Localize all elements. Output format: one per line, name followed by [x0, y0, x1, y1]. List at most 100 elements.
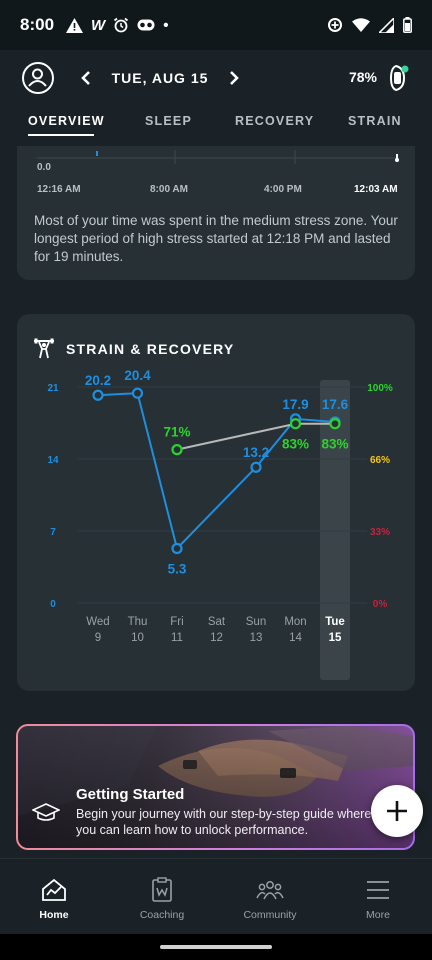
tab-sleep[interactable]: SLEEP	[145, 114, 192, 128]
data-saver-icon	[328, 18, 342, 32]
battery-icon	[403, 17, 412, 33]
strain-value-label: 17.6	[322, 397, 349, 412]
today-highlight-column	[320, 380, 350, 680]
day-number-label: 12	[210, 632, 223, 644]
weightlifter-icon	[34, 338, 54, 359]
app-header: TUE, AUG 15 78% OVERVIEW SLEEP RECOVERY …	[0, 50, 432, 146]
hamburger-menu-icon	[367, 881, 389, 899]
current-date: TUE, AUG 15	[111, 70, 209, 86]
strain-point	[171, 542, 183, 555]
strain-point	[250, 461, 262, 473]
profile-avatar-button[interactable]	[22, 62, 54, 94]
right-axis-tick: 33%	[370, 527, 390, 538]
day-number-label: 9	[95, 632, 101, 644]
voicemail-icon	[137, 19, 155, 31]
previous-day-button[interactable]	[80, 70, 92, 86]
strain-recovery-card[interactable]: STRAIN & RECOVERY 21 14 7 0 100% 66% 33% 0% Wed 9…	[17, 314, 415, 691]
stress-zero-label: 0.0	[37, 162, 51, 173]
nav-home-label: Home	[39, 909, 69, 921]
strap-connected-dot	[401, 65, 409, 73]
coaching-icon	[152, 877, 172, 902]
banner-subtitle: Begin your journey with our step-by-step…	[76, 807, 372, 837]
tab-strain[interactable]: STRAIN	[348, 114, 402, 128]
strap-battery-percent: 78%	[348, 69, 377, 85]
nav-home[interactable]: Home	[0, 859, 108, 935]
stress-time-label: 12:16 AM	[37, 184, 81, 195]
plus-icon	[387, 801, 407, 821]
warning-icon	[66, 17, 84, 33]
stress-time-label: 8:00 AM	[150, 184, 188, 195]
banner-title: Getting Started	[76, 786, 185, 803]
day-name-label: Mon	[284, 616, 306, 628]
right-axis-tick: 100%	[367, 383, 393, 394]
day-name-label: Thu	[128, 616, 148, 628]
recovery-point	[329, 418, 341, 430]
recovery-point	[171, 444, 183, 456]
strain-value-label: 5.3	[168, 561, 187, 576]
graduation-cap-icon	[32, 803, 60, 821]
day-number-label: 14	[289, 632, 302, 644]
recovery-point	[289, 418, 302, 430]
strain-value-label: 17.9	[282, 397, 308, 412]
home-gesture-bar[interactable]	[160, 945, 272, 949]
strain-recovery-chart: 21 14 7 0 100% 66% 33% 0% Wed 9 Thu 10 Fri 11 Sat 12 Sun…	[47, 368, 393, 680]
home-chart-icon	[42, 878, 66, 901]
card-title: STRAIN & RECOVERY	[66, 341, 235, 357]
day-name-label: Wed	[86, 616, 109, 628]
strain-line	[97, 392, 336, 551]
strap-device-icon[interactable]	[386, 62, 410, 94]
stress-time-label-now: 12:03 AM	[354, 184, 398, 195]
day-name-label: Sat	[208, 616, 226, 628]
strain-value-label: 13.2	[243, 445, 269, 460]
stress-time-label: 4:00 PM	[264, 184, 302, 195]
nav-coaching-label: Coaching	[139, 909, 185, 921]
stress-timeline-chart	[37, 150, 399, 164]
getting-started-banner[interactable]: Getting Started Begin your journey with …	[16, 724, 415, 850]
right-axis-tick: 66%	[370, 455, 390, 466]
nav-more[interactable]: More	[324, 859, 432, 935]
status-time: 8:00	[20, 15, 55, 34]
stress-summary-text: Most of your time was spent in the mediu…	[34, 213, 398, 264]
day-name-label: Tue	[325, 616, 345, 628]
team-hands-photo	[18, 726, 413, 848]
stress-monitor-card[interactable]: 0.0 12:16 AM 8:00 AM 4:00 PM 12:03 AM Mo…	[17, 146, 415, 280]
status-bar: 8:00 W •	[0, 0, 432, 50]
wifi-icon	[352, 18, 370, 32]
nav-community[interactable]: Community	[216, 859, 324, 935]
strain-value-label: 20.4	[124, 368, 151, 383]
tab-recovery[interactable]: RECOVERY	[235, 114, 315, 128]
day-number-label: 10	[131, 632, 144, 644]
strain-point	[92, 389, 104, 401]
community-icon	[256, 881, 284, 900]
bottom-navigation: Home Coaching Community More	[0, 858, 432, 934]
recovery-value-label: 83%	[321, 437, 348, 452]
left-axis-tick: 14	[47, 455, 59, 466]
left-axis-tick: 7	[50, 527, 56, 538]
system-navigation-area	[0, 934, 432, 960]
strain-value-label: 20.2	[85, 373, 111, 388]
nav-community-label: Community	[243, 909, 297, 921]
nav-more-label: More	[366, 909, 390, 921]
recovery-value-label: 71%	[163, 425, 190, 440]
day-number-label: 13	[250, 632, 263, 644]
day-name-label: Fri	[170, 616, 183, 628]
strain-point	[131, 387, 144, 399]
left-axis-tick: 0	[50, 599, 56, 610]
active-tab-indicator	[28, 134, 94, 136]
day-number-label: 15	[329, 632, 342, 644]
recovery-value-label: 83%	[282, 437, 309, 452]
left-axis-tick: 21	[47, 383, 59, 394]
day-number-label: 11	[171, 632, 183, 644]
overview-tabs: OVERVIEW SLEEP RECOVERY STRAIN	[0, 108, 432, 146]
cell-signal-icon	[379, 17, 394, 33]
next-day-button[interactable]	[228, 70, 240, 86]
w-notification-icon: W	[91, 16, 106, 34]
tab-overview[interactable]: OVERVIEW	[28, 114, 105, 128]
date-navigator: TUE, AUG 15	[80, 64, 240, 92]
day-name-label: Sun	[246, 616, 266, 628]
nav-coaching[interactable]: Coaching	[108, 859, 216, 935]
right-axis-tick: 0%	[373, 599, 388, 610]
more-notifications-dot: •	[163, 16, 169, 34]
add-activity-button[interactable]	[371, 785, 423, 837]
user-icon	[28, 68, 47, 87]
